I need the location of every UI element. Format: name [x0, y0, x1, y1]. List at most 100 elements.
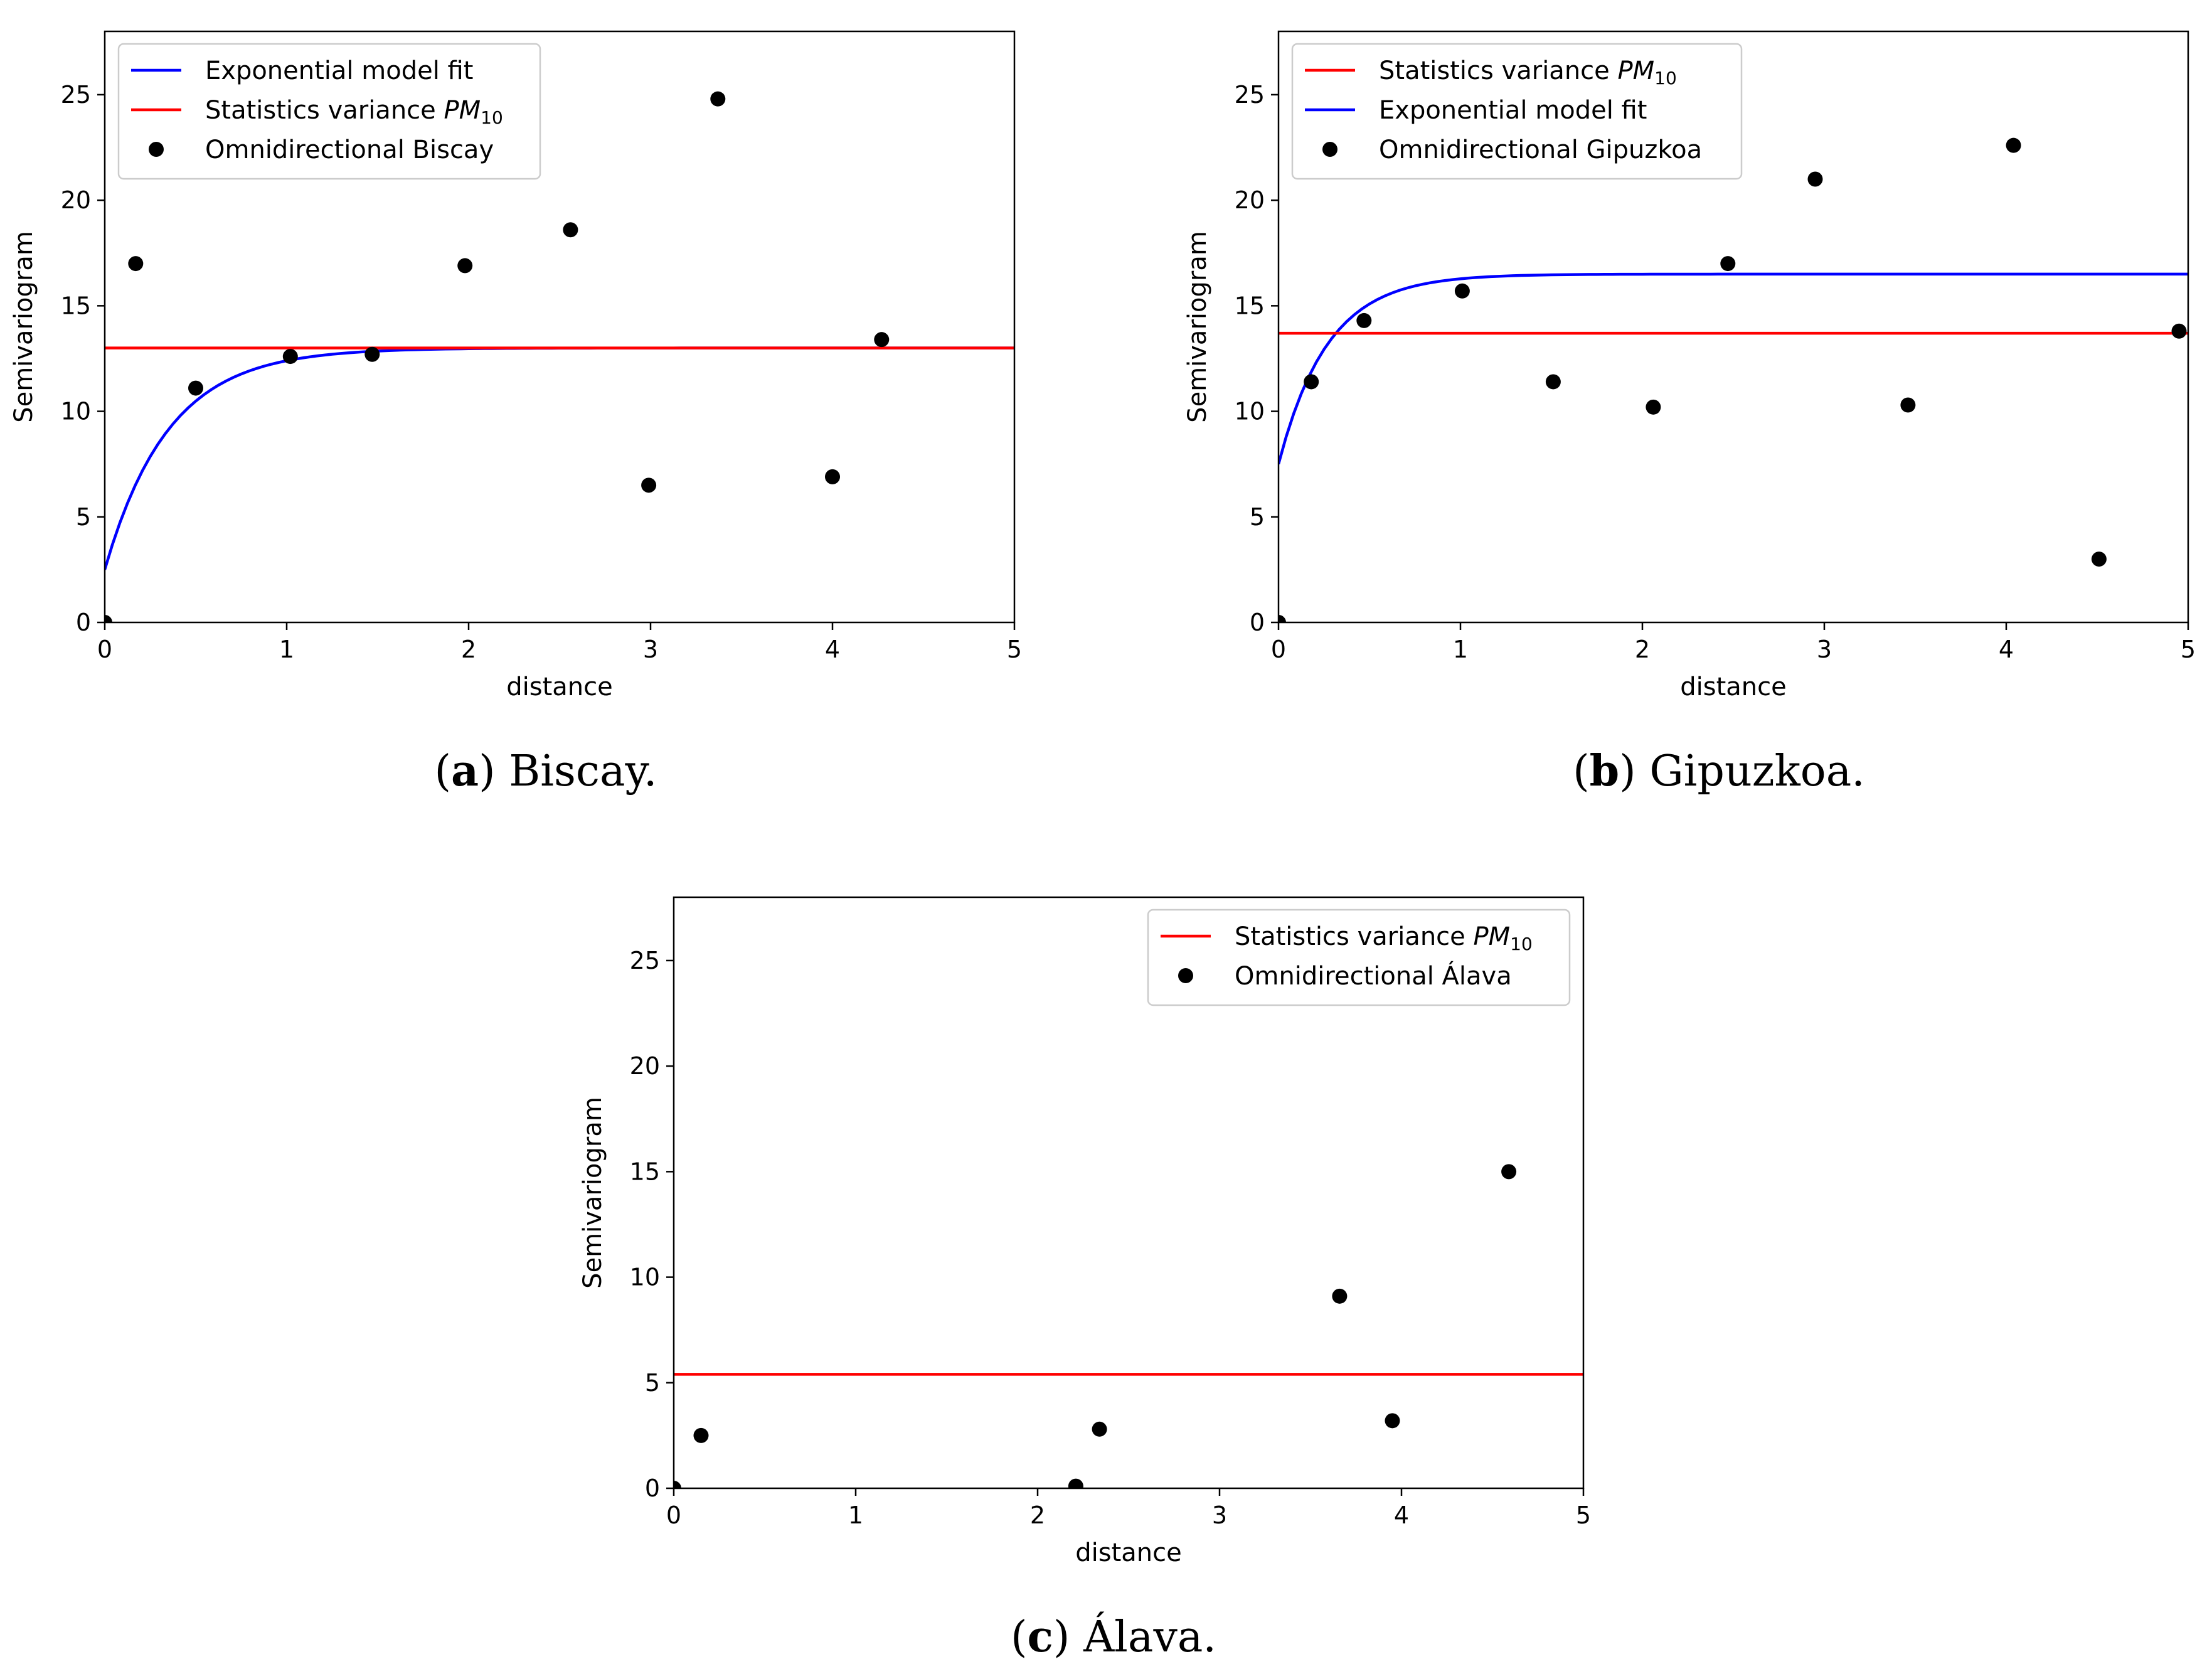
- axes: 0 1 2 3 4 5 0 5 10 15 20 25 distance Semivariogram: [9, 81, 1022, 701]
- x-tick-label: 2: [1635, 636, 1650, 663]
- plot-area: 0 1 2 3 4 5 0 5 10 15 20 25 distance Semivariogram Sta…: [578, 896, 1591, 1567]
- y-axis-label: Semivariogram: [9, 231, 38, 423]
- legend-label: Omnidirectional Gipuzkoa: [1379, 136, 1702, 164]
- data-point: [1304, 374, 1319, 390]
- y-tick-label: 0: [1250, 609, 1265, 636]
- x-axis-label: distance: [506, 673, 613, 701]
- x-tick-label: 5: [1007, 636, 1022, 663]
- data-point: [105, 615, 112, 622]
- y-tick-label: 15: [61, 292, 91, 319]
- x-tick-label: 3: [1817, 636, 1832, 663]
- legend-label-math: PM: [444, 96, 481, 125]
- y-tick-label: 15: [1235, 292, 1265, 319]
- data-point: [674, 1481, 681, 1488]
- y-tick-label: 10: [1235, 398, 1265, 425]
- y-tick-label: 25: [1235, 81, 1265, 109]
- x-tick-label: 2: [461, 636, 476, 663]
- panel-b: 0 1 2 3 4 5 0 5 10 15 20 25 distance Semivariogram Sta…: [1183, 30, 2196, 701]
- legend-label-math: PM: [1618, 56, 1655, 85]
- data-point: [2171, 323, 2187, 339]
- y-tick-label: 5: [76, 503, 91, 531]
- y-tick-label: 0: [76, 609, 91, 636]
- data-point: [457, 258, 473, 274]
- panel-a: 0 1 2 3 4 5 0 5 10 15 20 25 distance Semivariogram Exp…: [9, 30, 1022, 701]
- legend-label: Statistics variance PM10: [205, 96, 503, 128]
- legend-box: [1147, 909, 1571, 1006]
- data-point: [1720, 256, 1736, 272]
- y-tick-label: 10: [630, 1264, 660, 1291]
- x-axis-label: distance: [1075, 1538, 1182, 1567]
- legend-label: Exponential model fit: [205, 56, 473, 85]
- plot-area: 0 1 2 3 4 5 0 5 10 15 20 25 distance Semivariogram Exp…: [9, 30, 1022, 701]
- data-point: [128, 256, 144, 272]
- plot-area: 0 1 2 3 4 5 0 5 10 15 20 25 distance Semivariogram Sta…: [1183, 30, 2196, 701]
- panel-c: 0 1 2 3 4 5 0 5 10 15 20 25 distance Semivariogram Sta…: [578, 896, 1591, 1567]
- data-point: [1068, 1478, 1083, 1488]
- y-tick-label: 5: [1250, 503, 1265, 531]
- series-layer: [1279, 137, 2188, 622]
- y-tick-label: 20: [630, 1052, 660, 1080]
- x-tick-label: 1: [279, 636, 294, 663]
- data-point: [1646, 399, 1661, 415]
- data-point: [1279, 615, 1286, 622]
- legend-label-text: Exponential model fit: [205, 56, 473, 85]
- x-tick-label: 1: [848, 1501, 863, 1529]
- legend-point-swatch: [1178, 968, 1193, 983]
- x-axis-label: distance: [1680, 673, 1787, 701]
- x-tick-label: 4: [825, 636, 840, 663]
- y-tick-label: 25: [630, 947, 660, 974]
- x-tick-label: 4: [1394, 1501, 1409, 1529]
- data-point: [641, 477, 657, 493]
- y-tick-label: 15: [630, 1158, 660, 1185]
- data-point: [693, 1427, 709, 1443]
- x-tick-label: 0: [97, 636, 112, 663]
- data-point: [1356, 312, 1372, 328]
- data-point: [1545, 374, 1561, 390]
- legend: Statistics variance PM10 Exponential mode…: [1291, 43, 1743, 180]
- data-point: [825, 469, 840, 484]
- data-point: [1092, 1421, 1107, 1437]
- x-tick-label: 5: [2181, 636, 2196, 663]
- plot-frame: [673, 896, 1585, 1490]
- data-point: [1501, 1164, 1517, 1180]
- data-point: [563, 222, 578, 238]
- legend-label-text: Omnidirectional Gipuzkoa: [1379, 136, 1702, 164]
- data-point: [1385, 1413, 1400, 1429]
- y-tick-label: 10: [61, 398, 91, 425]
- series-layer: [674, 1164, 1583, 1488]
- axes: 0 1 2 3 4 5 0 5 10 15 20 25 distance Semivariogram: [1183, 81, 2196, 701]
- legend-point-swatch: [149, 142, 164, 157]
- plot-frame: [104, 30, 1016, 624]
- legend-label-text: Omnidirectional Álava: [1235, 961, 1512, 991]
- x-tick-label: 0: [1271, 636, 1286, 663]
- data-point: [2006, 137, 2021, 153]
- exponential-model-line: [1279, 272, 2188, 465]
- legend-label-text: Exponential model fit: [1379, 96, 1647, 125]
- x-tick-label: 0: [666, 1501, 681, 1529]
- legend-label-text: Omnidirectional Biscay: [205, 136, 494, 164]
- y-axis-label: Semivariogram: [1183, 231, 1212, 423]
- axes: 0 1 2 3 4 5 0 5 10 15 20 25 distance Semivariogram: [578, 947, 1591, 1567]
- legend-box: [117, 43, 541, 180]
- data-point: [364, 346, 380, 362]
- legend: Statistics variance PM10 Omnidirectional …: [1147, 909, 1571, 1006]
- y-tick-label: 20: [1235, 186, 1265, 214]
- x-tick-label: 3: [643, 636, 658, 663]
- legend-label: Omnidirectional Biscay: [205, 136, 494, 164]
- x-tick-label: 3: [1212, 1501, 1227, 1529]
- y-tick-label: 0: [645, 1474, 660, 1502]
- data-point: [188, 380, 203, 396]
- x-tick-label: 5: [1576, 1501, 1591, 1529]
- x-tick-label: 1: [1453, 636, 1468, 663]
- legend-label: Statistics variance PM10: [1235, 922, 1533, 954]
- data-point: [874, 332, 890, 348]
- data-point: [1900, 397, 1916, 413]
- legend: Exponential model fit Statistics variance…: [117, 43, 541, 180]
- caption-c: (c) Álava.: [1011, 1612, 1216, 1662]
- legend-label-subscript: 10: [1510, 934, 1533, 954]
- data-point: [1454, 283, 1470, 299]
- data-point: [710, 91, 726, 107]
- data-point: [282, 349, 298, 365]
- caption-b: (b) Gipuzkoa.: [1573, 746, 1865, 796]
